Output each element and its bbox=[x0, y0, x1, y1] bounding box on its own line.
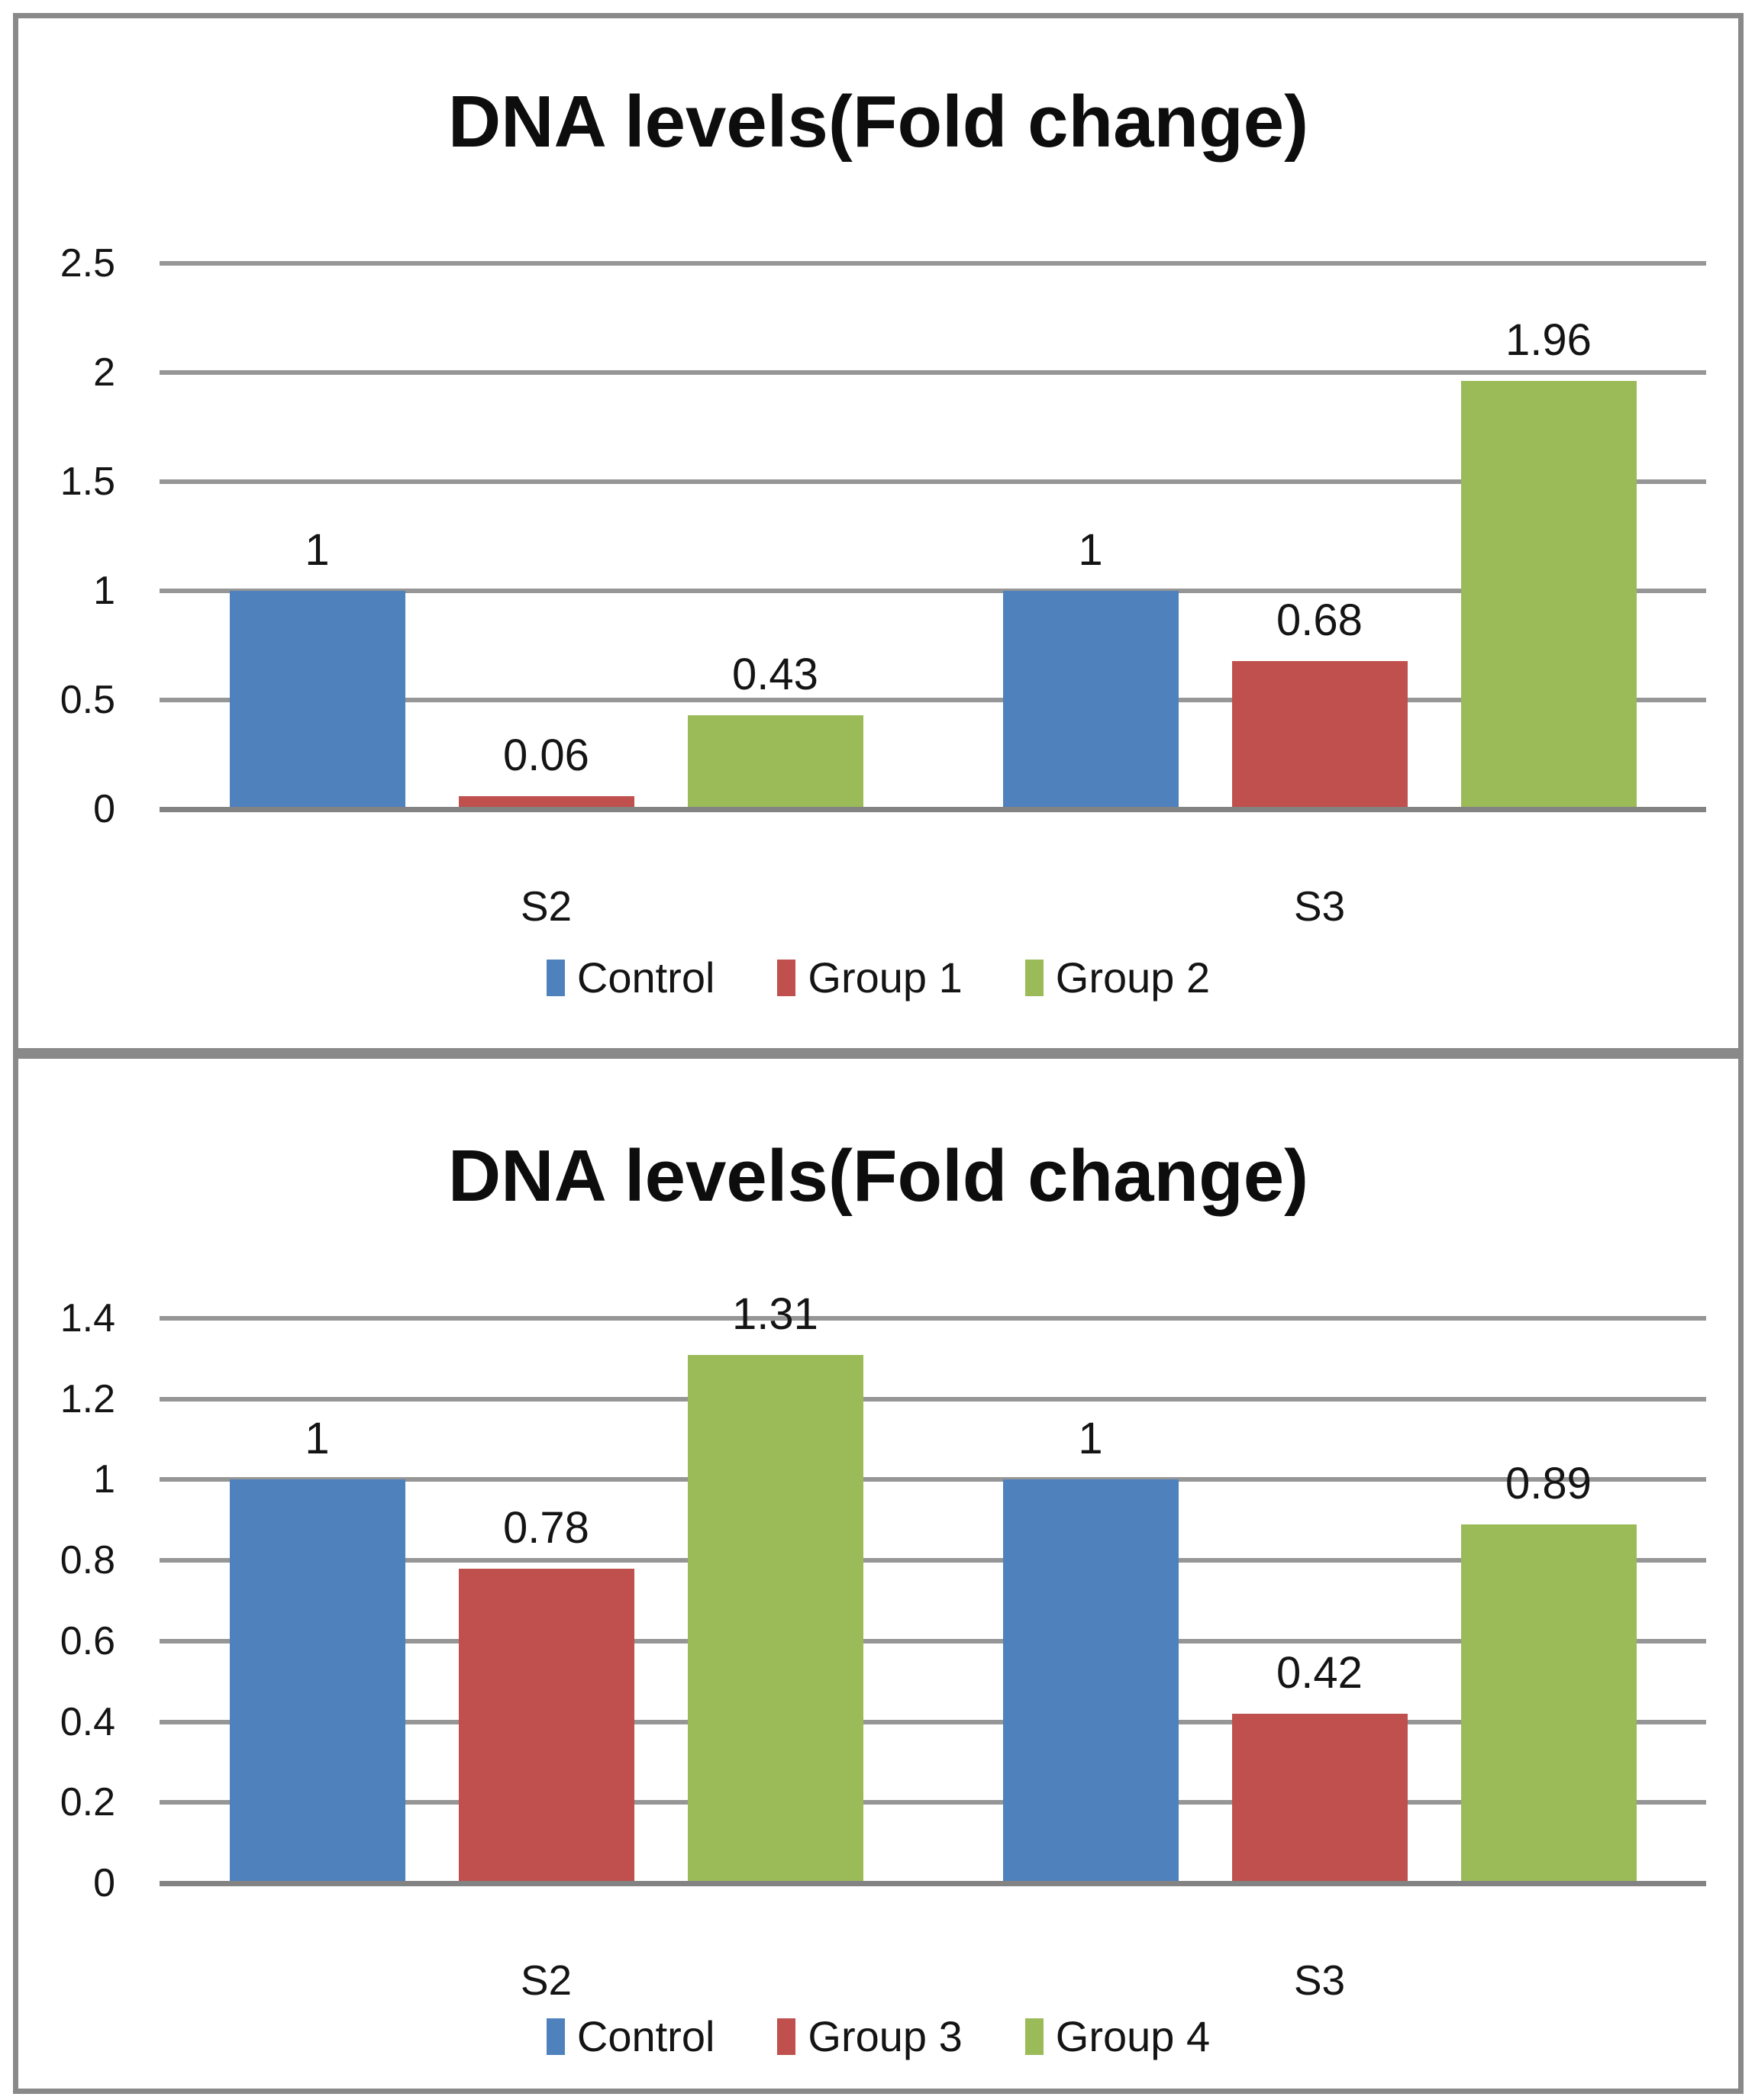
y-axis-tick-label: 0.5 bbox=[60, 678, 115, 722]
legend-item-label: Group 2 bbox=[1055, 953, 1211, 1002]
bar-control bbox=[229, 1479, 405, 1883]
bar-value-label: 1 bbox=[305, 525, 330, 575]
y-axis-tick-label: 0.8 bbox=[60, 1538, 115, 1583]
legend-item-label: Group 4 bbox=[1055, 2012, 1211, 2060]
gridline bbox=[160, 1719, 1706, 1724]
bar-group-1 bbox=[1231, 660, 1408, 809]
legend-item: Group 3 bbox=[777, 2012, 963, 2060]
legend-item-label: Group 1 bbox=[808, 953, 963, 1002]
bar-control bbox=[1002, 1479, 1179, 1883]
bar-value-label: 1 bbox=[305, 1414, 330, 1464]
legend-item: Control bbox=[546, 953, 715, 1002]
chart-panel-bottom: DNA levels(Fold change) 1.4 1.2 1 0.8 0.6 0.4… bbox=[13, 1053, 1744, 2094]
y-axis-tick-label: 0.6 bbox=[60, 1618, 115, 1663]
chart-panel-top: DNA levels(Fold change) 2.5 2 1.5 1 0.5 0 1 0.0… bbox=[13, 13, 1744, 1053]
bar-value-label: 0.78 bbox=[503, 1502, 589, 1553]
legend-swatch-icon bbox=[1024, 960, 1044, 996]
bar-value-label: 0.89 bbox=[1505, 1458, 1592, 1508]
chart-legend: Control Group 3 Group 4 bbox=[18, 2015, 1738, 2058]
gridline bbox=[160, 370, 1706, 375]
legend-swatch-icon bbox=[546, 960, 565, 996]
gridline bbox=[160, 1558, 1706, 1563]
legend-item: Group 2 bbox=[1024, 953, 1211, 1002]
bar-group-4 bbox=[687, 1354, 863, 1883]
bar-group-2 bbox=[1460, 381, 1637, 809]
y-axis-tick-label: 1.4 bbox=[60, 1296, 115, 1340]
y-axis-tick-label: 1 bbox=[93, 1457, 115, 1502]
chart-legend: Control Group 1 Group 2 bbox=[18, 956, 1738, 999]
legend-swatch-icon bbox=[777, 2018, 796, 2055]
x-axis-category-label: S2 bbox=[520, 882, 573, 930]
bar-value-label: 1.31 bbox=[732, 1289, 818, 1339]
y-axis-tick-label: 0.2 bbox=[60, 1780, 115, 1825]
bar-value-label: 1 bbox=[1078, 1414, 1103, 1464]
y-axis-tick-label: 2 bbox=[93, 350, 115, 395]
bar-value-label: 0.06 bbox=[503, 730, 589, 780]
x-axis-category-label: S3 bbox=[1293, 882, 1346, 930]
gridline bbox=[160, 1638, 1706, 1644]
legend-swatch-icon bbox=[777, 960, 796, 996]
y-axis-tick-label: 0 bbox=[93, 787, 115, 831]
legend-item-label: Control bbox=[576, 2012, 715, 2060]
y-axis-tick-label: 1.2 bbox=[60, 1376, 115, 1421]
legend-item: Group 4 bbox=[1024, 2012, 1211, 2060]
bar-group-2 bbox=[687, 715, 863, 809]
gridline bbox=[160, 1396, 1706, 1402]
bar-value-label: 0.43 bbox=[732, 650, 818, 700]
legend-item-label: Group 3 bbox=[808, 2012, 963, 2060]
chart-plot-area: 1.4 1.2 1 0.8 0.6 0.4 0.2 0 1 0.78 1.31 S2 1 0.42 0.89… bbox=[60, 1292, 1706, 2002]
bar-value-label: 1.96 bbox=[1505, 315, 1592, 366]
gridline bbox=[160, 589, 1706, 593]
legend-swatch-icon bbox=[1024, 2018, 1044, 2055]
gridline bbox=[160, 698, 1706, 702]
legend-item-label: Control bbox=[576, 953, 715, 1002]
gridline bbox=[160, 261, 1706, 266]
bar-value-label: 0.68 bbox=[1276, 595, 1363, 645]
chart-plot-area: 2.5 2 1.5 1 0.5 0 1 0.06 0.43 S2 1 0.68 1.96 S3 bbox=[60, 244, 1706, 927]
bar-value-label: 1 bbox=[1078, 525, 1103, 575]
y-axis-tick-label: 1 bbox=[93, 569, 115, 613]
y-axis-tick-label: 0.4 bbox=[60, 1699, 115, 1744]
gridline bbox=[160, 479, 1706, 484]
legend-item: Group 1 bbox=[777, 953, 963, 1002]
x-axis-line bbox=[160, 807, 1706, 812]
bar-control bbox=[229, 591, 405, 809]
gridline bbox=[160, 1477, 1706, 1482]
y-axis-tick-label: 2.5 bbox=[60, 241, 115, 285]
legend-item: Control bbox=[546, 2012, 715, 2060]
bar-control bbox=[1002, 591, 1179, 809]
y-axis-tick-label: 1.5 bbox=[60, 460, 115, 504]
bar-value-label: 0.42 bbox=[1276, 1648, 1363, 1698]
bar-group-4 bbox=[1460, 1524, 1637, 1883]
chart-title: DNA levels(Fold change) bbox=[447, 81, 1309, 163]
chart-title: DNA levels(Fold change) bbox=[447, 1135, 1309, 1217]
x-axis-line bbox=[160, 1881, 1706, 1886]
legend-swatch-icon bbox=[546, 2018, 565, 2055]
y-axis-tick-label: 0 bbox=[93, 1861, 115, 1905]
x-axis-category-label: S2 bbox=[520, 1956, 573, 2004]
gridline bbox=[160, 1316, 1706, 1321]
bar-group-1 bbox=[458, 795, 634, 809]
x-axis-category-label: S3 bbox=[1293, 1956, 1346, 2004]
gridline bbox=[160, 1800, 1706, 1805]
bar-group-3 bbox=[1231, 1714, 1408, 1883]
bar-group-3 bbox=[458, 1568, 634, 1883]
